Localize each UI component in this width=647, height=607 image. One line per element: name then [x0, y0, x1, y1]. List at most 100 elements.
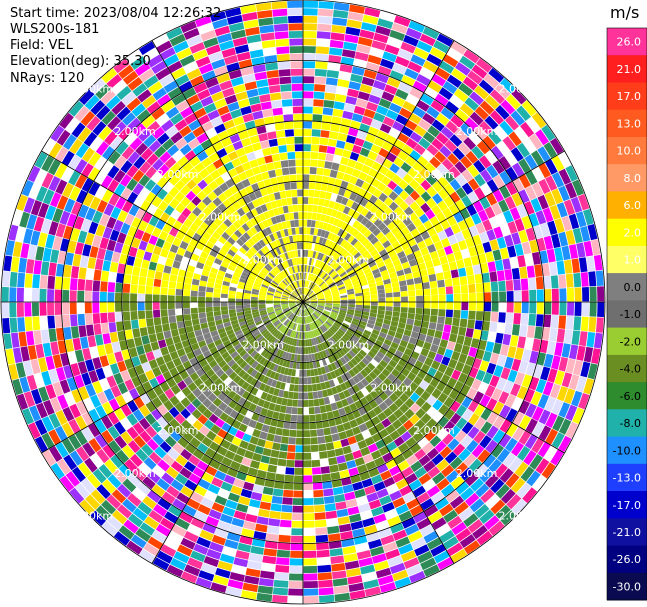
velocity-gate: [496, 140, 510, 156]
velocity-gate: [551, 355, 561, 370]
velocity-gate: [333, 300, 340, 302]
velocity-gate: [498, 280, 506, 292]
velocity-gate: [278, 333, 285, 341]
velocity-gate: [402, 448, 414, 460]
velocity-gate: [323, 396, 331, 405]
velocity-gate: [276, 420, 285, 428]
velocity-gate: [326, 372, 333, 381]
velocity-gate: [340, 156, 350, 166]
velocity-gate: [353, 283, 361, 289]
velocity-gate: [297, 309, 301, 316]
velocity-gate: [339, 125, 350, 135]
velocity-gate: [146, 277, 154, 287]
velocity-gate: [258, 374, 266, 383]
velocity-gate: [286, 328, 291, 336]
velocity-gate: [303, 242, 306, 250]
velocity-gate: [393, 454, 406, 465]
velocity-gate: [289, 422, 297, 430]
velocity-gate: [282, 497, 293, 505]
velocity-gate: [476, 58, 493, 73]
velocity-gate: [474, 173, 486, 187]
velocity-gate: [373, 218, 383, 228]
velocity-gate: [376, 313, 385, 319]
velocity-gate: [463, 513, 479, 527]
velocity-gate: [266, 433, 275, 442]
colorbar-tick-label: -21.0: [613, 526, 641, 539]
velocity-gate: [304, 280, 307, 288]
velocity-gate: [355, 295, 363, 300]
velocity-gate: [391, 316, 400, 322]
velocity-gate: [393, 291, 401, 298]
velocity-gate: [329, 131, 339, 140]
velocity-gate: [416, 295, 424, 302]
velocity-gate: [486, 192, 498, 206]
velocity-gate: [449, 134, 463, 147]
velocity-gate: [321, 246, 328, 254]
velocity-gate: [420, 191, 432, 202]
velocity-gate: [340, 373, 348, 382]
velocity-gate: [318, 261, 324, 269]
velocity-gate: [281, 317, 287, 323]
velocity-gate: [415, 339, 425, 348]
velocity-gate: [369, 380, 379, 390]
velocity-gate: [186, 414, 197, 425]
velocity-gate: [274, 340, 281, 348]
velocity-gate: [62, 302, 70, 315]
velocity-gate: [202, 408, 213, 419]
velocity-gate: [415, 408, 426, 419]
velocity-gate: [497, 448, 511, 463]
velocity-gate: [418, 454, 431, 467]
velocity-gate: [427, 267, 436, 276]
velocity-gate: [471, 213, 482, 225]
velocity-gate: [242, 582, 259, 593]
velocity-gate: [318, 280, 324, 286]
velocity-gate: [335, 195, 344, 204]
velocity-gate: [370, 450, 382, 460]
velocity-gate: [184, 277, 193, 285]
velocity-gate: [465, 355, 475, 367]
velocity-gate: [583, 346, 594, 363]
velocity-gate: [252, 452, 262, 462]
velocity-gate: [328, 379, 336, 388]
velocity-gate: [519, 415, 531, 430]
velocity-gate: [282, 359, 288, 367]
velocity-gate: [260, 328, 268, 335]
velocity-gate: [213, 292, 221, 298]
velocity-gate: [254, 371, 262, 380]
velocity-gate: [545, 428, 558, 445]
velocity-gate: [315, 527, 328, 535]
velocity-gate: [363, 229, 372, 238]
colorbar-tick-label: 21.0: [617, 63, 642, 76]
velocity-gate: [348, 246, 356, 254]
velocity-gate: [24, 302, 32, 317]
velocity-gate: [348, 369, 356, 378]
velocity-gate: [421, 320, 429, 329]
velocity-gate: [310, 299, 318, 302]
velocity-gate: [18, 331, 28, 347]
velocity-gate: [316, 213, 322, 221]
velocity-gate: [314, 406, 321, 414]
velocity-gate: [27, 244, 37, 260]
velocity-gate: [283, 482, 294, 490]
velocity-gate: [313, 267, 318, 275]
velocity-gate: [374, 257, 383, 265]
velocity-gate: [313, 197, 320, 205]
velocity-gate: [237, 542, 252, 553]
velocity-gate: [382, 274, 390, 281]
velocity-gate: [39, 275, 48, 289]
velocity-gate: [294, 144, 303, 152]
velocity-gate: [406, 454, 418, 466]
velocity-gate: [375, 422, 385, 432]
velocity-gate: [510, 383, 521, 397]
velocity-gate: [251, 360, 259, 369]
velocity-gate: [331, 309, 339, 314]
velocity-gate: [381, 141, 393, 152]
velocity-gate: [192, 387, 202, 398]
velocity-gate: [260, 101, 272, 110]
velocity-gate: [390, 447, 402, 459]
velocity-gate: [309, 265, 313, 273]
velocity-gate: [269, 362, 276, 371]
velocity-gate: [112, 510, 128, 525]
velocity-gate: [187, 382, 198, 392]
velocity-gate: [308, 242, 313, 250]
